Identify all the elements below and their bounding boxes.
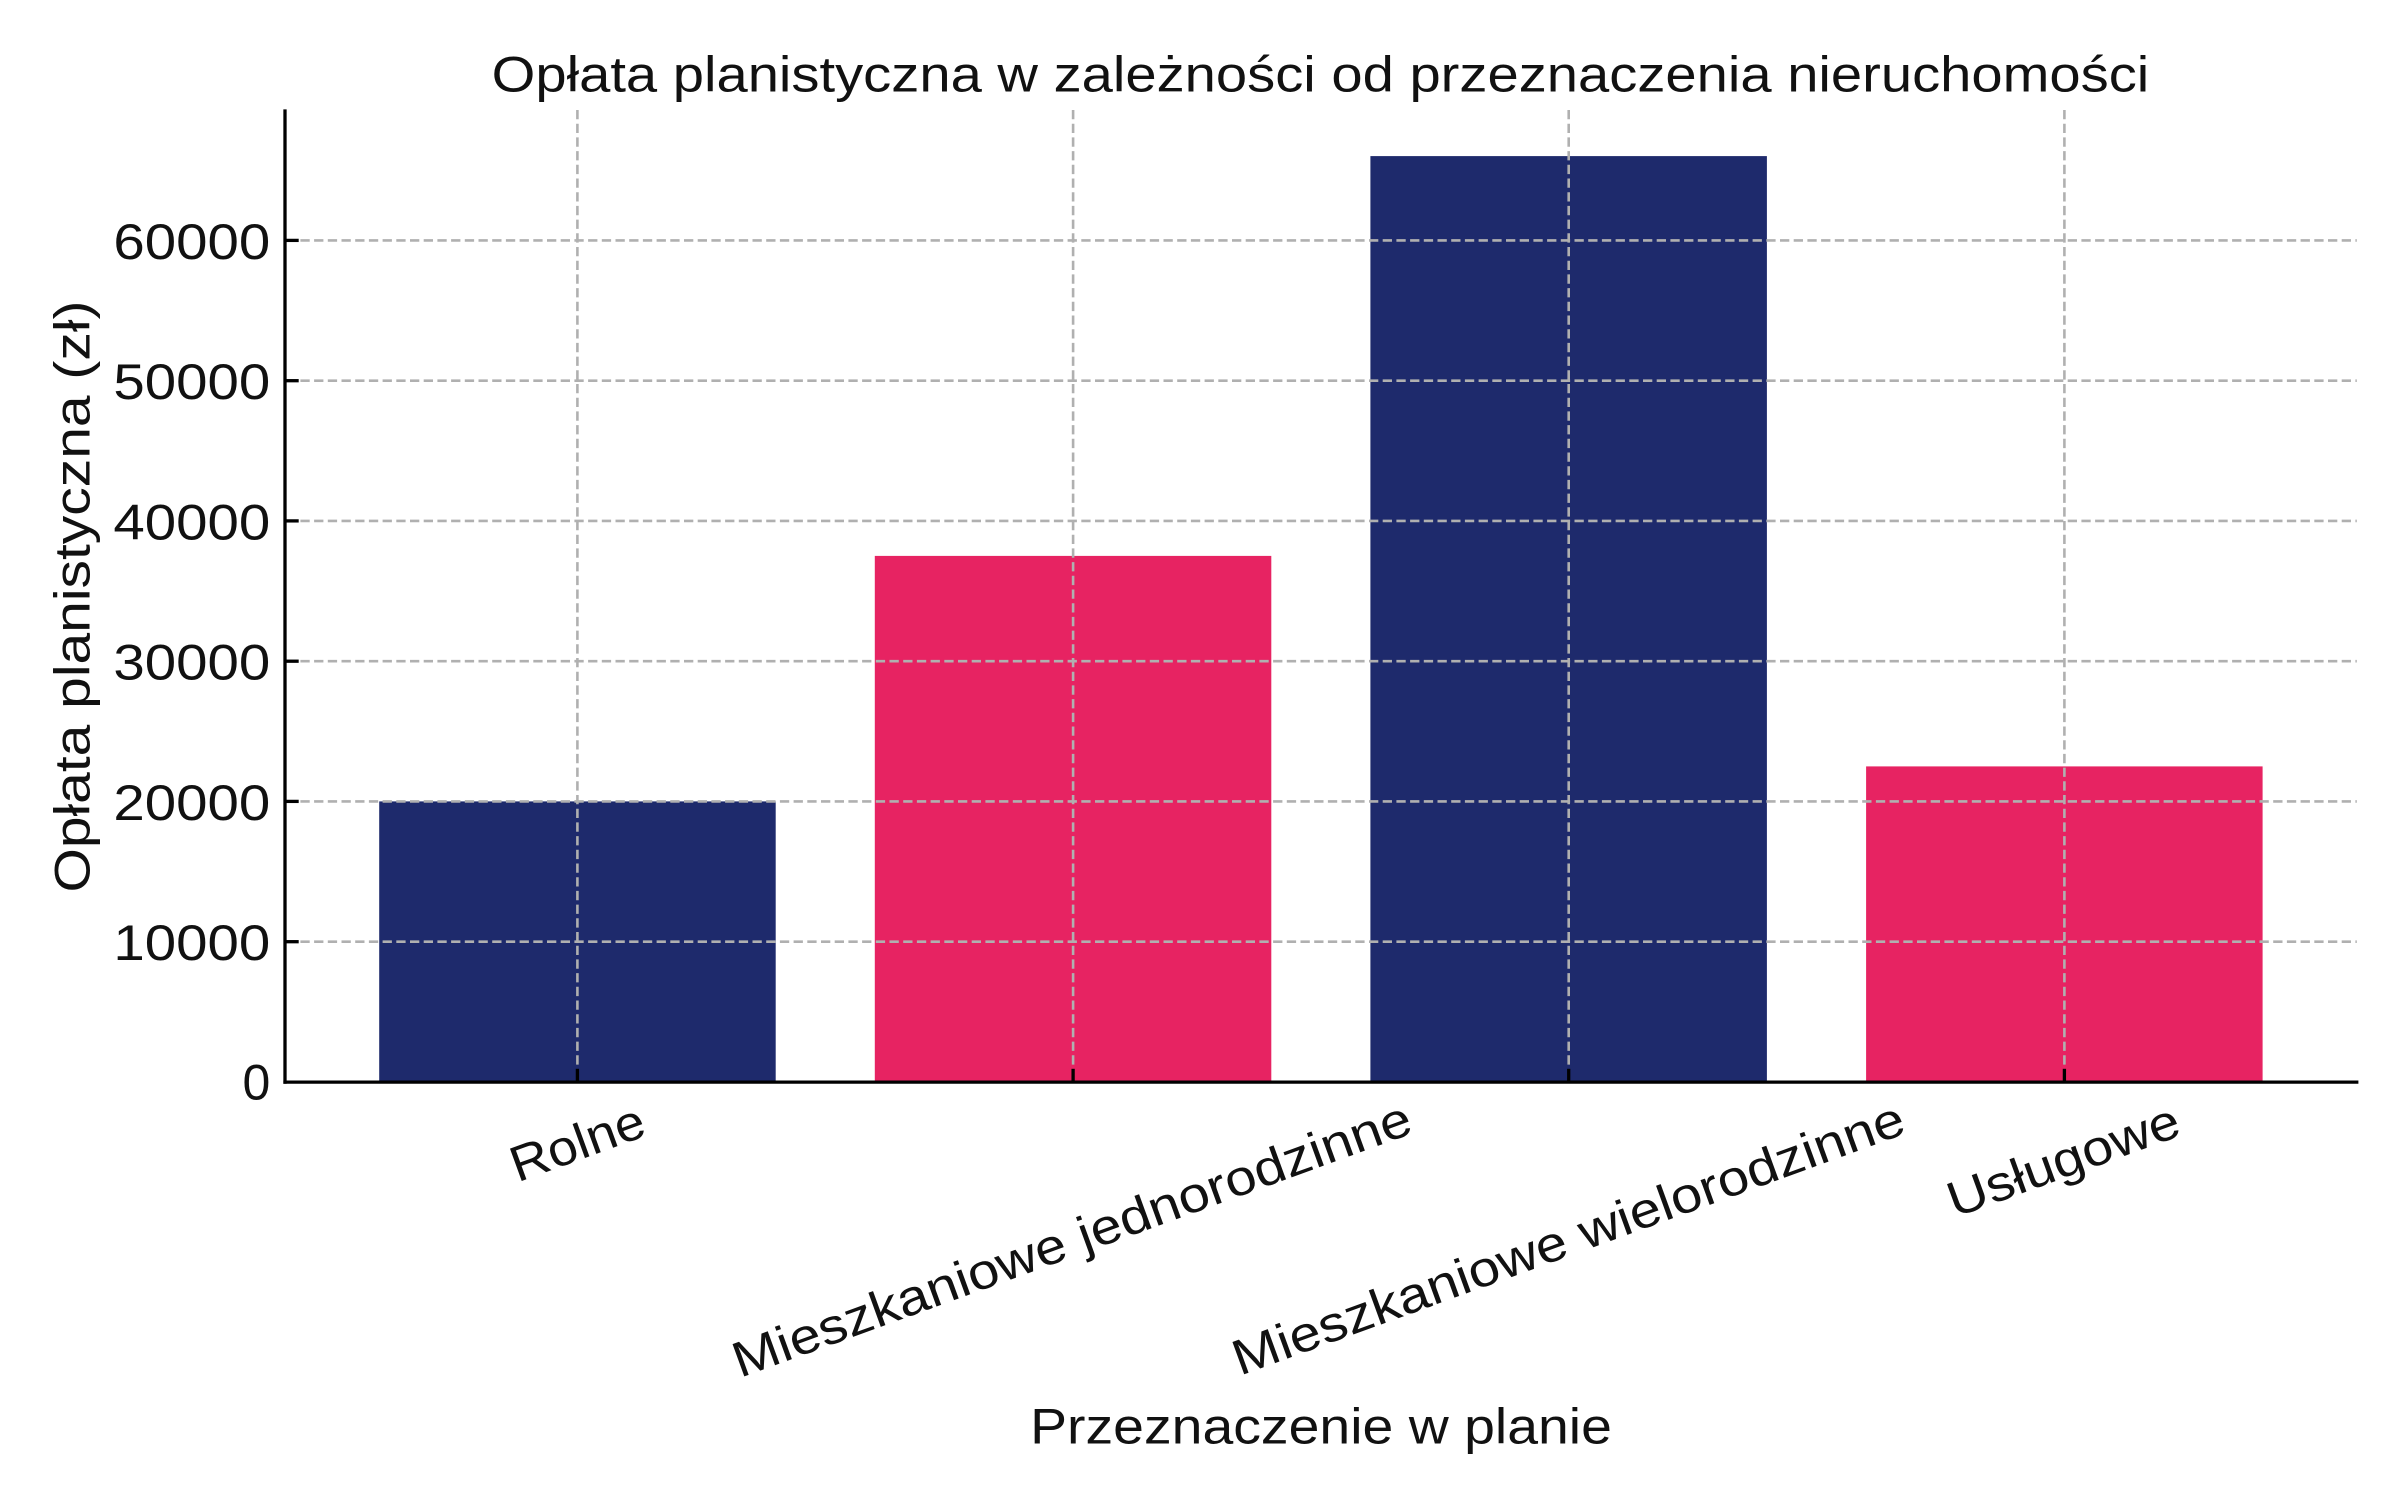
svg-text:20000: 20000 xyxy=(113,775,270,831)
svg-text:30000: 30000 xyxy=(113,635,270,691)
svg-text:40000: 40000 xyxy=(113,494,270,550)
svg-text:10000: 10000 xyxy=(113,915,270,971)
svg-text:60000: 60000 xyxy=(113,214,270,270)
svg-text:Opłata planistyczna w zależnoś: Opłata planistyczna w zależności od prze… xyxy=(492,47,2150,103)
svg-text:50000: 50000 xyxy=(113,354,270,410)
svg-text:Opłata planistyczna (zł): Opłata planistyczna (zł) xyxy=(44,301,100,893)
svg-text:0: 0 xyxy=(242,1055,270,1111)
svg-text:Przeznaczenie w planie: Przeznaczenie w planie xyxy=(1030,1399,1612,1455)
